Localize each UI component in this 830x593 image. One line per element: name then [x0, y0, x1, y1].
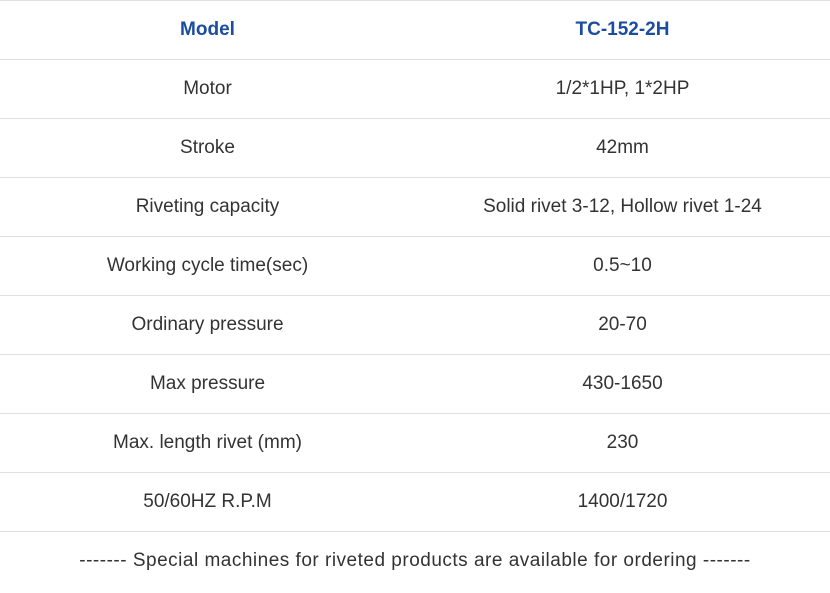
row-label: Max. length rivet (mm)	[0, 414, 415, 473]
row-label: Ordinary pressure	[0, 296, 415, 355]
row-label: Max pressure	[0, 355, 415, 414]
row-value: 430-1650	[415, 355, 830, 414]
row-label: Motor	[0, 60, 415, 119]
table-row: Max. length rivet (mm) 230	[0, 414, 830, 473]
row-value: 42mm	[415, 119, 830, 178]
row-label: Stroke	[0, 119, 415, 178]
footer-note: ------- Special machines for riveted pro…	[0, 532, 830, 590]
row-label: Working cycle time(sec)	[0, 237, 415, 296]
table-row: Riveting capacity Solid rivet 3-12, Holl…	[0, 178, 830, 237]
row-value: 1/2*1HP, 1*2HP	[415, 60, 830, 119]
table-row: Working cycle time(sec) 0.5~10	[0, 237, 830, 296]
row-label: 50/60HZ R.P.M	[0, 473, 415, 532]
table-row: Max pressure 430-1650	[0, 355, 830, 414]
table-row: Ordinary pressure 20-70	[0, 296, 830, 355]
table-body: Motor 1/2*1HP, 1*2HP Stroke 42mm Rivetin…	[0, 60, 830, 532]
spec-table: Model TC-152-2H Motor 1/2*1HP, 1*2HP Str…	[0, 0, 830, 532]
row-value: 1400/1720	[415, 473, 830, 532]
header-product: TC-152-2H	[415, 1, 830, 60]
table-row: 50/60HZ R.P.M 1400/1720	[0, 473, 830, 532]
row-label: Riveting capacity	[0, 178, 415, 237]
header-model: Model	[0, 1, 415, 60]
table-header-row: Model TC-152-2H	[0, 1, 830, 60]
table-row: Stroke 42mm	[0, 119, 830, 178]
row-value: Solid rivet 3-12, Hollow rivet 1-24	[415, 178, 830, 237]
row-value: 230	[415, 414, 830, 473]
row-value: 20-70	[415, 296, 830, 355]
table-row: Motor 1/2*1HP, 1*2HP	[0, 60, 830, 119]
row-value: 0.5~10	[415, 237, 830, 296]
